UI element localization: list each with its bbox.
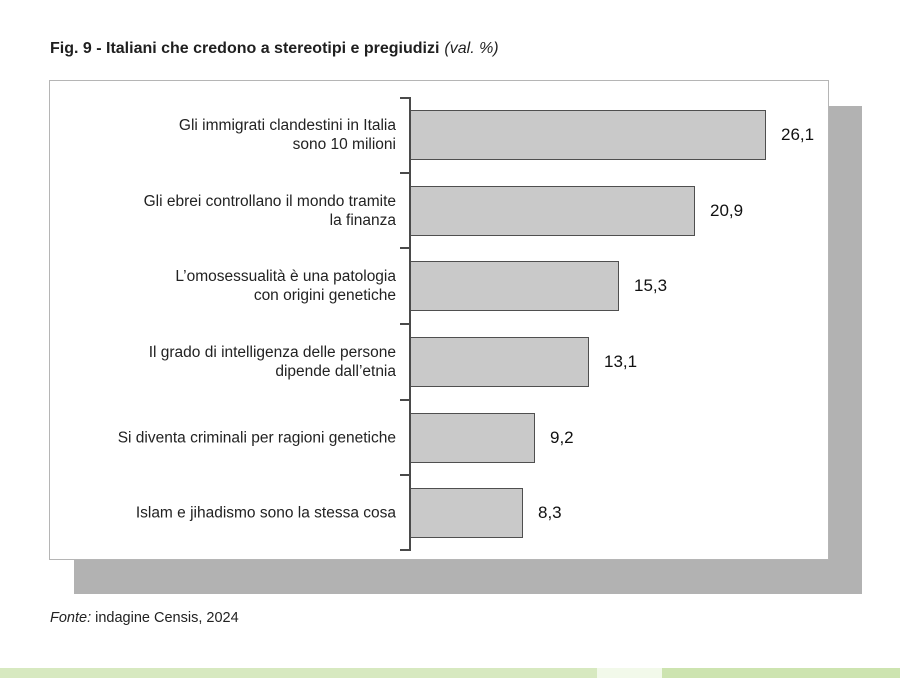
category-label-line: dipende dall’etnia — [275, 362, 396, 380]
axis-tick — [400, 323, 409, 325]
axis-tick — [400, 549, 409, 551]
bar-row: Gli immigrati clandestini in Italia sono … — [50, 97, 828, 173]
figure-title-unit: (val. %) — [444, 40, 499, 57]
category-label-line: Gli ebrei controllano il mondo tramite — [143, 192, 396, 210]
source-note: Fonte: indagine Censis, 2024 — [50, 610, 239, 626]
bar-row: L’omosessualità è una patologia con origi… — [50, 248, 828, 324]
axis-tick — [400, 172, 409, 174]
bar — [410, 185, 695, 236]
category-label-line: Si diventa criminali per ragioni genetic… — [117, 429, 396, 447]
category-label: Gli ebrei controllano il mondo tramite la… — [60, 192, 396, 230]
category-label: Islam e jihadismo sono la stessa cosa — [60, 504, 396, 523]
category-label: Il grado di intelligenza delle persone di… — [60, 343, 396, 381]
bar-row: Si diventa criminali per ragioni genetic… — [50, 400, 828, 476]
value-label: 13,1 — [604, 351, 638, 371]
source-text: indagine Censis, 2024 — [95, 610, 239, 626]
bar — [410, 488, 523, 539]
bar-row: Gli ebrei controllano il mondo tramite la… — [50, 173, 828, 249]
bar — [410, 412, 535, 463]
figure-title: Fig. 9 - Italiani che credono a stereoti… — [50, 40, 499, 58]
bottom-accent-strip — [0, 668, 900, 678]
plot-area: Gli immigrati clandestini in Italia sono … — [50, 97, 828, 551]
category-label-line: Gli immigrati clandestini in Italia — [178, 116, 396, 134]
strip-segment — [0, 668, 597, 678]
value-label: 9,2 — [550, 427, 574, 447]
bar — [410, 109, 766, 160]
chart-box: Gli immigrati clandestini in Italia sono … — [49, 80, 829, 560]
bar — [410, 261, 619, 312]
figure-title-text: Fig. 9 - Italiani che credono a stereoti… — [50, 40, 440, 57]
value-label: 20,9 — [710, 200, 744, 220]
category-label-line: Islam e jihadismo sono la stessa cosa — [135, 504, 396, 522]
category-label: Si diventa criminali per ragioni genetic… — [60, 428, 396, 447]
source-label: Fonte: — [50, 610, 92, 626]
bar-row: Islam e jihadismo sono la stessa cosa 8,3 — [50, 475, 828, 551]
axis-tick — [400, 247, 409, 249]
strip-segment — [597, 668, 662, 678]
category-label: L’omosessualità è una patologia con origi… — [60, 267, 396, 305]
bar-row: Il grado di intelligenza delle persone di… — [50, 324, 828, 400]
axis-tick — [400, 399, 409, 401]
value-label: 15,3 — [634, 276, 668, 296]
category-label: Gli immigrati clandestini in Italia sono … — [60, 116, 396, 154]
category-axis — [400, 97, 411, 551]
strip-segment — [662, 668, 900, 678]
value-label: 26,1 — [781, 124, 815, 144]
axis-tick — [400, 474, 409, 476]
category-label-line: la finanza — [329, 211, 396, 229]
category-label-line: con origini genetiche — [253, 287, 396, 305]
category-label-line: sono 10 milioni — [292, 135, 396, 153]
value-label: 8,3 — [538, 503, 562, 523]
category-label-line: L’omosessualità è una patologia — [175, 268, 396, 286]
axis-tick — [400, 97, 409, 99]
category-label-line: Il grado di intelligenza delle persone — [148, 343, 396, 361]
bar — [410, 336, 589, 387]
